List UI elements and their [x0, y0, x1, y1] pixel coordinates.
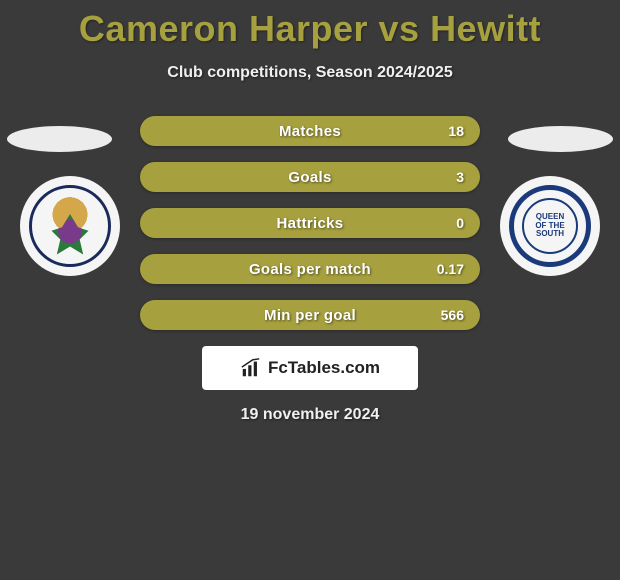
left-team-crest-icon — [29, 185, 111, 267]
page-title: Cameron Harper vs Hewitt — [0, 0, 620, 50]
right-crest-text-top: QUEEN — [536, 212, 564, 221]
bar-chart-icon — [240, 357, 262, 379]
page-subtitle: Club competitions, Season 2024/2025 — [0, 64, 620, 82]
left-team-badge — [20, 176, 120, 276]
stat-label: Matches — [279, 123, 341, 140]
stat-row: Goals 3 — [140, 162, 480, 192]
stat-value: 0.17 — [437, 261, 464, 277]
right-team-crest-icon: QUEEN OF THE SOUTH — [509, 185, 591, 267]
right-oval-decor — [508, 126, 613, 152]
stat-label: Min per goal — [264, 307, 356, 324]
right-crest-text-mid: OF THE — [535, 221, 564, 230]
right-crest-text-bottom: SOUTH — [536, 229, 564, 238]
stat-row: Goals per match 0.17 — [140, 254, 480, 284]
thistle-icon — [48, 214, 92, 258]
stat-value: 18 — [448, 123, 464, 139]
stat-row: Hattricks 0 — [140, 208, 480, 238]
footer-date: 19 november 2024 — [0, 406, 620, 424]
stat-value: 0 — [456, 215, 464, 231]
stat-label: Hattricks — [277, 215, 344, 232]
attribution-text: FcTables.com — [268, 358, 380, 378]
stat-label: Goals per match — [249, 261, 371, 278]
stat-label: Goals — [288, 169, 331, 186]
attribution-box: FcTables.com — [202, 346, 418, 390]
stat-row: Matches 18 — [140, 116, 480, 146]
left-oval-decor — [7, 126, 112, 152]
right-team-badge: QUEEN OF THE SOUTH — [500, 176, 600, 276]
stat-value: 566 — [441, 307, 464, 323]
stat-row: Min per goal 566 — [140, 300, 480, 330]
stat-value: 3 — [456, 169, 464, 185]
stats-bars: Matches 18 Goals 3 Hattricks 0 Goals per… — [140, 116, 480, 330]
